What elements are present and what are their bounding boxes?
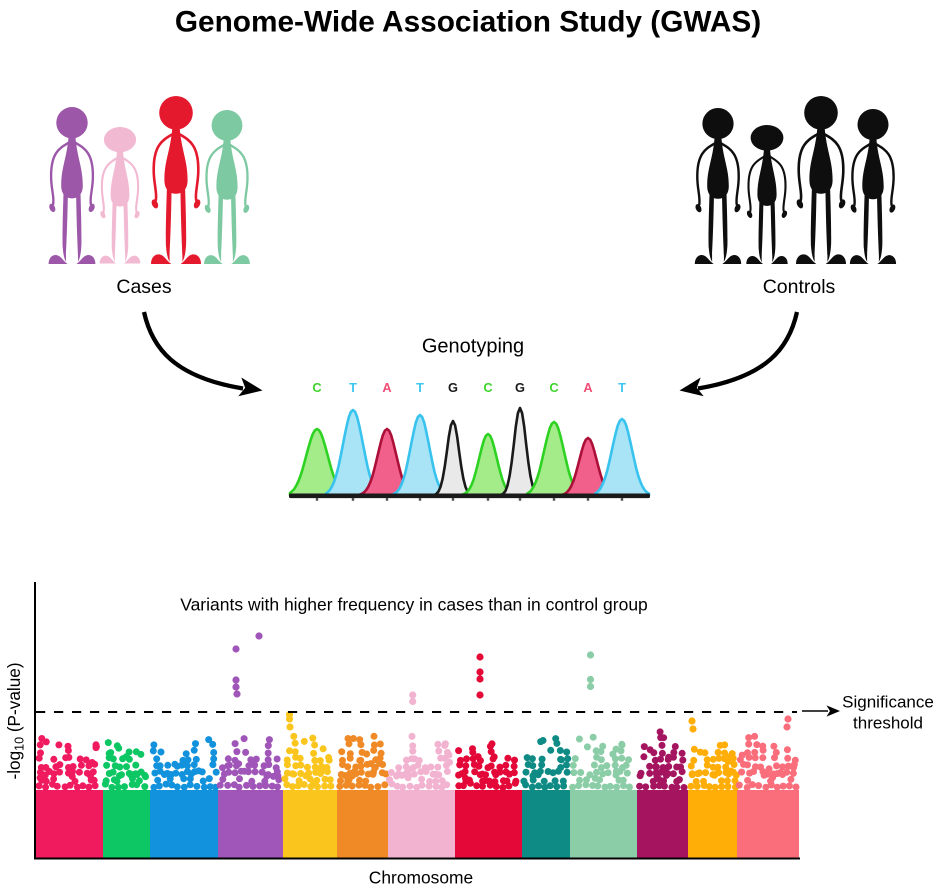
svg-text:G: G <box>448 380 458 395</box>
svg-text:C: C <box>483 380 492 395</box>
svg-text:Chromosome: Chromosome <box>369 868 473 888</box>
svg-text:Significance: Significance <box>842 693 934 712</box>
svg-text:Cases: Cases <box>116 276 172 298</box>
svg-text:Genome-Wide Association Study: Genome-Wide Association Study (GWAS) <box>175 6 761 39</box>
svg-text:threshold: threshold <box>853 714 923 733</box>
svg-text:A: A <box>382 380 391 395</box>
svg-text:A: A <box>583 380 592 395</box>
svg-text:Controls: Controls <box>763 276 836 298</box>
svg-text:Variants with higher frequency: Variants with higher frequency in cases … <box>180 595 648 615</box>
svg-text:C: C <box>312 380 321 395</box>
svg-text:-log10 (P-value): -log10 (P-value) <box>4 662 27 779</box>
svg-text:T: T <box>618 380 626 395</box>
svg-text:Genotyping: Genotyping <box>422 336 524 358</box>
svg-text:C: C <box>549 380 558 395</box>
svg-text:T: T <box>349 380 357 395</box>
svg-text:T: T <box>416 380 424 395</box>
svg-text:G: G <box>515 380 525 395</box>
